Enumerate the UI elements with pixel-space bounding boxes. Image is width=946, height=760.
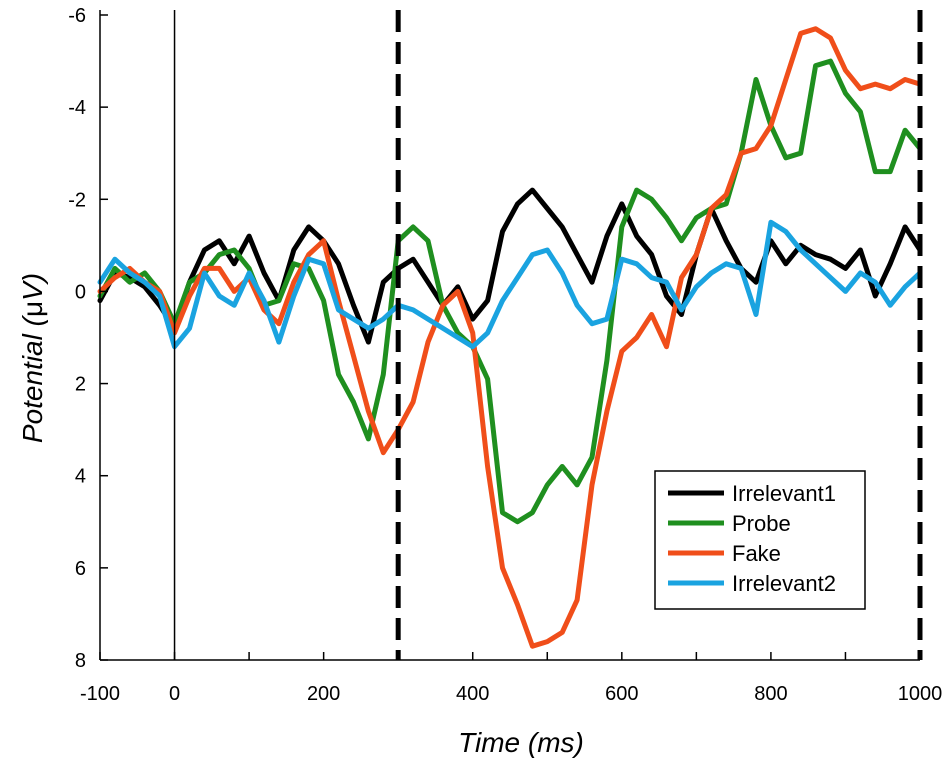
x-tick-label: 600: [605, 683, 638, 705]
series-line-irrelevant1: [97, 187, 923, 345]
series-line-fake: [97, 26, 923, 649]
x-tick-label: 800: [754, 683, 787, 705]
y-axis-title: Potential (μV): [17, 273, 48, 443]
x-tick-label: 200: [307, 683, 340, 705]
legend-label-probe: Probe: [732, 511, 791, 536]
vertical-markers: [173, 10, 923, 660]
x-tick-label: 400: [456, 683, 489, 705]
y-tick-label: 0: [75, 281, 86, 303]
legend: Irrelevant1 Probe Fake Irrelevant2: [654, 470, 866, 610]
axes: [99, 10, 921, 661]
series-layer: [97, 26, 923, 649]
y-tick-label: 6: [75, 558, 86, 580]
legend-label-irrelevant2: Irrelevant2: [732, 571, 836, 596]
series-line-irrelevant2: [97, 219, 923, 350]
x-axis-title: Time (ms): [458, 727, 584, 758]
y-tick-label: -6: [68, 5, 86, 27]
x-tick-label: 0: [169, 683, 180, 705]
y-tick-label: 2: [75, 374, 86, 396]
y-axis-title-prefix: Potential (: [17, 314, 48, 443]
tick-labels: -6 -4 -2 0 2 4 6 8 -100 0 200 400 600 800 1000: [68, 5, 942, 705]
y-axis-title-unit: μ: [17, 301, 48, 317]
x-tick-label: 1000: [898, 683, 943, 705]
x-tick-label: -100: [80, 683, 120, 705]
y-tick-label: 8: [75, 650, 86, 672]
legend-label-fake: Fake: [732, 541, 781, 566]
legend-label-irrelevant1: Irrelevant1: [732, 481, 836, 506]
series-line-probe: [97, 58, 923, 525]
y-tick-label: -2: [68, 189, 86, 211]
y-tick-label: 4: [75, 466, 86, 488]
y-tick-label: -4: [68, 97, 86, 119]
y-axis-title-suffix: V): [17, 273, 48, 301]
